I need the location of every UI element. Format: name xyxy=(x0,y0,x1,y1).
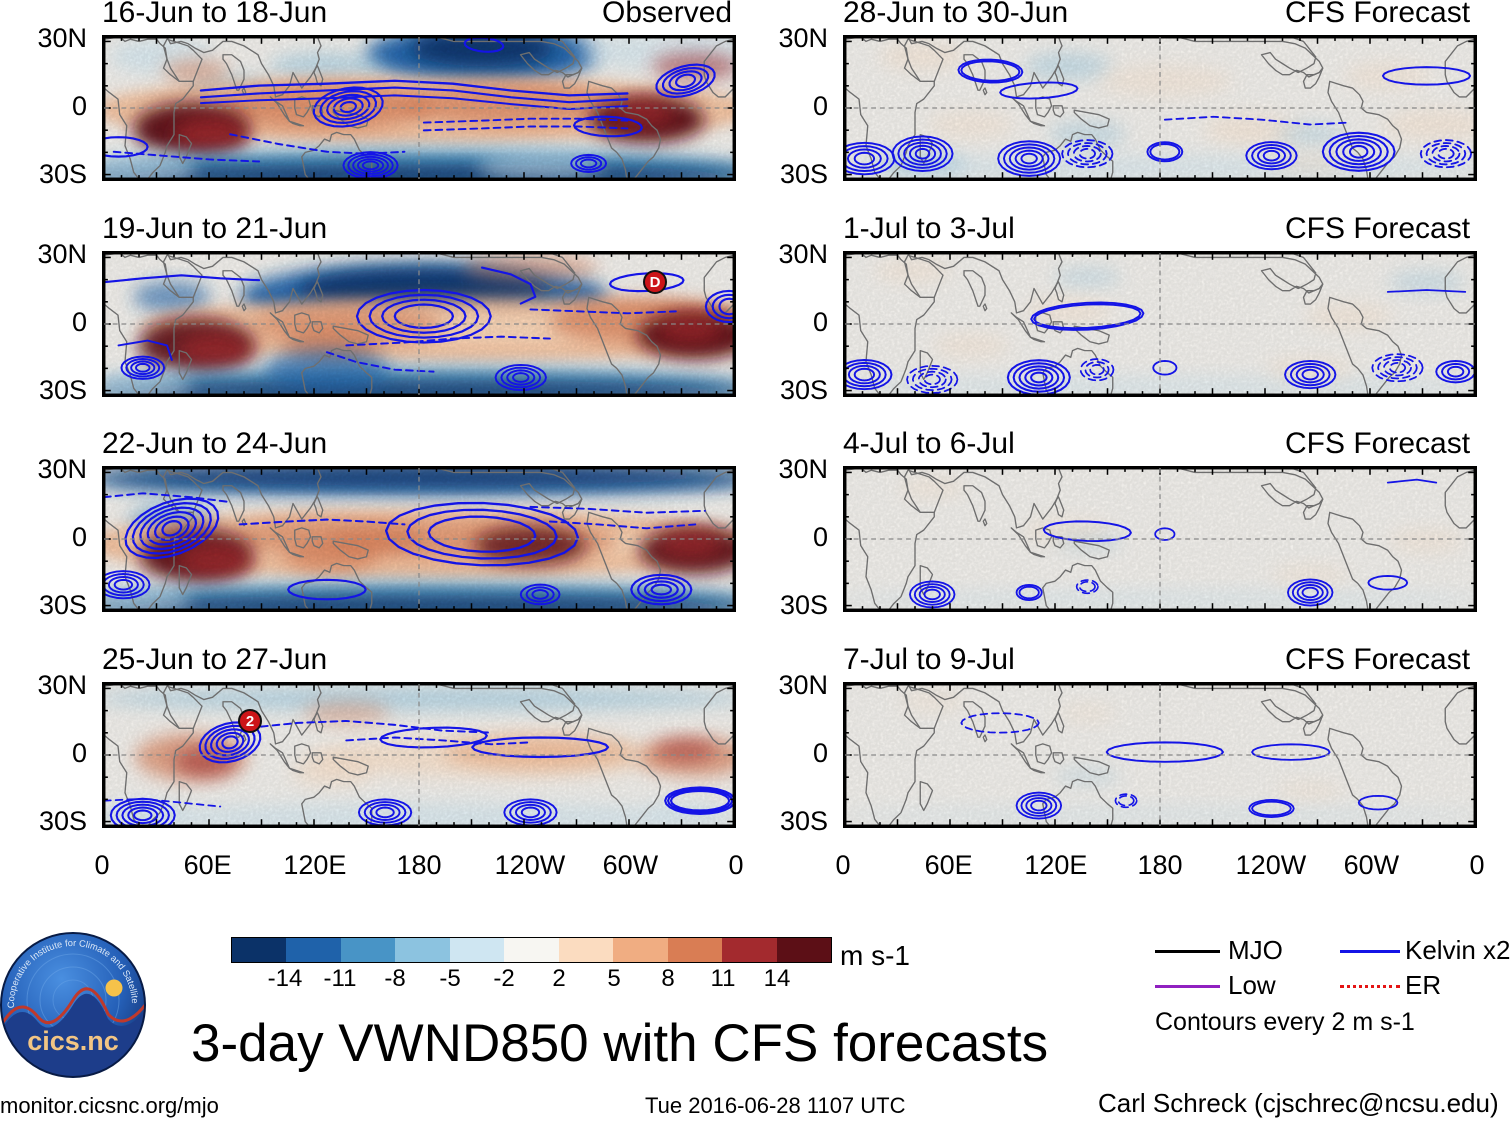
svg-text:cics.nc: cics.nc xyxy=(27,1026,119,1056)
